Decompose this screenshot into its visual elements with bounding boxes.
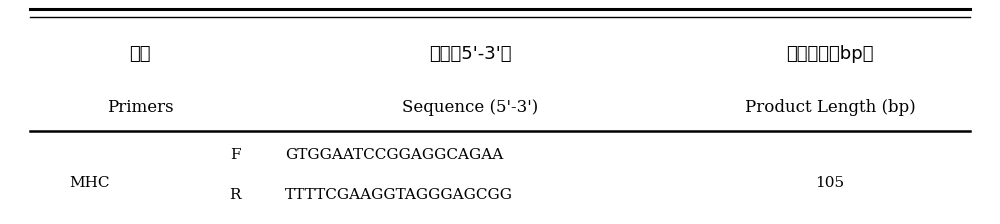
Text: TTTTCGAAGGTAGGGAGCGG: TTTTCGAAGGTAGGGAGCGG bbox=[285, 188, 513, 202]
Text: F: F bbox=[230, 148, 240, 162]
Text: 产物长度（bp）: 产物长度（bp） bbox=[786, 45, 874, 63]
Text: GTGGAATCCGGAGGCAGAA: GTGGAATCCGGAGGCAGAA bbox=[285, 148, 503, 162]
Text: 序列（5'-3'）: 序列（5'-3'） bbox=[429, 45, 511, 63]
Text: Sequence (5'-3'): Sequence (5'-3') bbox=[402, 99, 538, 116]
Text: Product Length (bp): Product Length (bp) bbox=[745, 99, 915, 116]
Text: R: R bbox=[229, 188, 241, 202]
Text: 引物: 引物 bbox=[129, 45, 151, 63]
Text: 105: 105 bbox=[815, 176, 845, 190]
Text: Primers: Primers bbox=[107, 99, 173, 116]
Text: MHC: MHC bbox=[70, 176, 110, 190]
